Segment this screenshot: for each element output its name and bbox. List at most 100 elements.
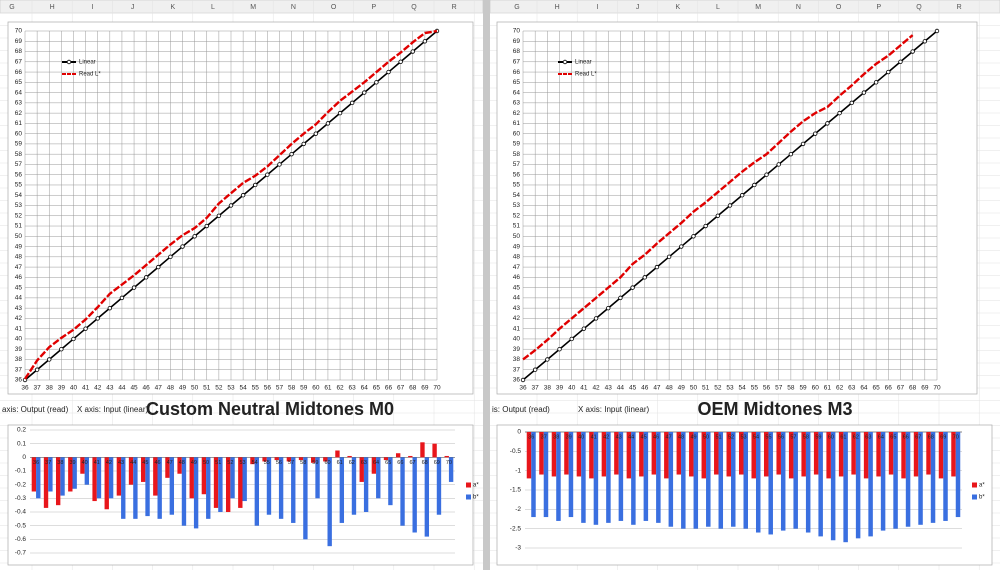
category-label: 54 xyxy=(252,460,258,466)
y-tick-label: -0.3 xyxy=(15,495,27,502)
y-tick-label: 68 xyxy=(513,48,521,55)
y-tick-label: 40 xyxy=(513,336,521,343)
bar xyxy=(145,457,150,517)
x-tick-label: 69 xyxy=(921,385,929,392)
bar xyxy=(614,432,619,475)
column-header: Q xyxy=(916,4,922,11)
x-tick-label: 38 xyxy=(46,385,54,392)
series-line xyxy=(23,29,438,380)
category-label: 55 xyxy=(765,434,771,440)
y-tick-label: 62 xyxy=(15,110,23,117)
bar xyxy=(581,432,586,523)
bar xyxy=(668,432,674,527)
point-marker xyxy=(654,264,660,270)
bar xyxy=(165,457,170,478)
y-tick-label: 45 xyxy=(15,284,23,291)
x-tick-label: 66 xyxy=(385,385,393,392)
sheet-title: OEM Midtones M3 xyxy=(697,399,852,419)
category-label: 67 xyxy=(409,460,415,466)
bar xyxy=(706,432,711,527)
bar xyxy=(913,432,919,477)
bar xyxy=(448,457,454,482)
category-label: 37 xyxy=(45,460,51,466)
bar xyxy=(780,432,786,531)
legend-label: b* xyxy=(979,495,985,501)
bar xyxy=(96,457,102,499)
x-tick-label: 69 xyxy=(421,385,429,392)
y-tick-label: 54 xyxy=(513,192,521,199)
bar xyxy=(92,457,97,502)
x-tick-label: 45 xyxy=(130,385,138,392)
x-tick-label: 49 xyxy=(179,385,187,392)
point-marker xyxy=(776,162,781,167)
bar xyxy=(776,432,781,475)
column-header: N xyxy=(796,4,801,11)
y-tick-label: 48 xyxy=(513,254,521,261)
x-tick-label: 36 xyxy=(21,385,29,392)
y-tick-label: 60 xyxy=(513,130,521,137)
category-label: 39 xyxy=(566,434,572,440)
x-tick-label: 54 xyxy=(739,385,747,392)
bar xyxy=(121,457,126,519)
column-header: P xyxy=(371,4,376,11)
y-tick-label: 39 xyxy=(15,346,23,353)
bar xyxy=(254,457,260,526)
note-y: axis: Output (read) xyxy=(2,405,69,414)
category-label: 66 xyxy=(903,434,909,440)
y-tick-label: 42 xyxy=(513,315,521,322)
bar xyxy=(743,432,748,529)
bar xyxy=(359,457,364,482)
bar xyxy=(412,457,417,533)
bar xyxy=(888,432,894,475)
y-tick-label: 0 xyxy=(22,454,26,461)
column-header: G xyxy=(9,4,14,11)
category-label: 67 xyxy=(915,434,921,440)
y-tick-label: -2.5 xyxy=(510,525,522,532)
category-label: 49 xyxy=(690,434,696,440)
bar xyxy=(315,457,320,499)
bar xyxy=(863,432,869,479)
y-tick-label: -1.5 xyxy=(510,487,522,494)
bar xyxy=(739,432,744,475)
y-tick-label: 58 xyxy=(513,151,521,158)
category-label: 54 xyxy=(753,434,759,440)
y-tick-label: 36 xyxy=(513,377,521,384)
bar xyxy=(830,432,836,541)
point-marker xyxy=(715,213,721,218)
bar xyxy=(901,432,906,479)
y-tick-label: -2 xyxy=(515,506,521,513)
bar xyxy=(689,432,694,477)
x-tick-label: 59 xyxy=(799,385,807,392)
bar xyxy=(72,457,77,489)
point-marker xyxy=(156,264,161,270)
y-tick-label: 56 xyxy=(513,171,521,178)
category-label: 68 xyxy=(928,434,934,440)
column-header: J xyxy=(636,4,640,11)
bar xyxy=(938,432,944,479)
point-marker xyxy=(861,90,867,95)
y-tick-label: 63 xyxy=(15,100,23,107)
bar xyxy=(801,432,806,477)
x-tick-label: 70 xyxy=(433,385,441,392)
y-tick-label: 70 xyxy=(513,28,521,35)
column-header: I xyxy=(91,4,93,11)
category-label: 40 xyxy=(82,460,88,466)
x-tick-label: 36 xyxy=(519,385,527,392)
bar xyxy=(601,432,607,477)
column-header: O xyxy=(836,4,842,11)
point-marker xyxy=(606,305,611,311)
bar xyxy=(589,432,594,479)
point-marker xyxy=(180,244,185,249)
y-tick-label: 43 xyxy=(15,305,23,312)
category-label: 52 xyxy=(728,434,734,440)
point-marker xyxy=(216,213,222,218)
x-tick-label: 68 xyxy=(409,385,417,392)
x-tick-label: 43 xyxy=(106,385,114,392)
legend-label: Linear xyxy=(79,60,96,66)
x-tick-label: 57 xyxy=(276,385,284,392)
bar xyxy=(291,457,296,523)
bar xyxy=(169,457,175,515)
bar xyxy=(576,432,582,477)
point-marker xyxy=(168,254,173,260)
